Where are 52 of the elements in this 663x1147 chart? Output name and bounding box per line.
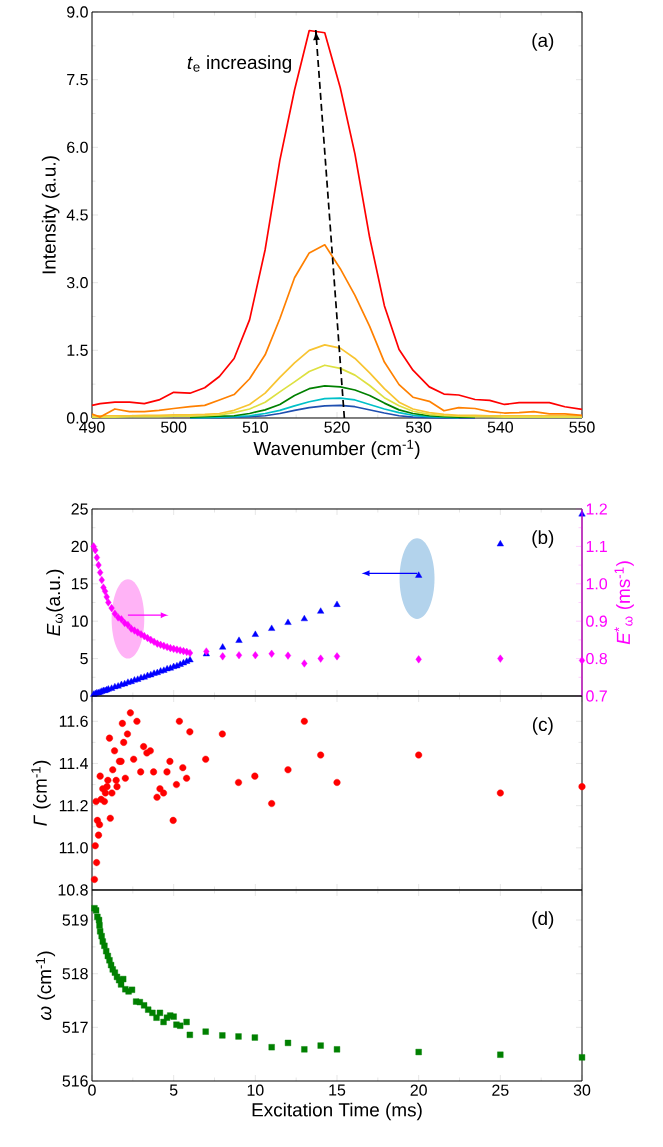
y-tick-label: 11.0 [59, 842, 88, 854]
x-tick-label: 25 [492, 1084, 509, 1096]
y2-tick-label: 0.8 [586, 652, 607, 665]
annotation: (a) [532, 33, 554, 51]
y-tick-label: 9.0 [67, 6, 88, 18]
y-tick-label: 5 [80, 653, 88, 665]
x-axis-title: Wavenumber (cm$^{-1}$) [253, 439, 420, 459]
y-axis-title: Γ (cm$^{-1}$) [31, 760, 51, 826]
y-tick-label: 11.6 [59, 715, 88, 727]
y2-tick-label: 0.9 [586, 615, 607, 627]
y2-tick-label: 1.2 [586, 503, 607, 515]
x-tick-label: 5 [169, 1084, 178, 1096]
annotation: t$_{e}$ increasing [187, 55, 291, 73]
annotation: (b) [532, 530, 554, 548]
y-tick-label: 7.5 [67, 74, 88, 86]
y-axis-title: Intensity (a.u.) [41, 156, 60, 274]
y-tick-label: 10.8 [58, 884, 88, 896]
y-tick-label: 10 [71, 615, 88, 627]
x-tick-label: 0 [88, 1084, 96, 1096]
x-tick-label: 500 [161, 421, 187, 433]
x-tick-label: 530 [406, 421, 432, 433]
y-tick-label: 20 [71, 540, 88, 553]
y-tick-label: 15 [71, 578, 88, 590]
y2-tick-label: 1.1 [586, 540, 607, 552]
x-tick-label: 15 [329, 1084, 346, 1096]
y-tick-label: 6.0 [67, 141, 88, 153]
y-tick-label: 11.2 [59, 800, 88, 812]
y-axis-title: E$_{ω}$(a.u.) [46, 569, 64, 636]
y2-axis-title: E$^{*}$$_{ω}$ (ms$^{-1}$) [614, 561, 634, 645]
x-tick-label: 10 [247, 1084, 264, 1096]
x-tick-label: 550 [569, 421, 595, 433]
y2-tick-label: 1.0 [586, 578, 608, 590]
x-tick-label: 520 [324, 421, 350, 433]
y-axis-title: ω (cm$^{-1}$) [35, 951, 56, 1020]
x-tick-label: 30 [573, 1084, 591, 1096]
x-tick-label: 20 [410, 1084, 427, 1096]
annotation: (c) [532, 717, 553, 735]
x-tick-label: 540 [487, 421, 513, 433]
x-axis-title: Excitation Time (ms) [252, 1102, 422, 1121]
y-tick-label: 11.4 [59, 757, 89, 769]
y-tick-label: 3.0 [66, 277, 88, 289]
y-tick-label: 519 [62, 914, 88, 926]
y-tick-label: 1.5 [67, 344, 88, 356]
y-tick-label: 518 [62, 968, 88, 980]
annotation: (d) [532, 911, 554, 929]
x-tick-label: 510 [242, 421, 268, 433]
y-tick-label: 517 [62, 1021, 88, 1033]
y-tick-label: 4.5 [66, 209, 88, 221]
y-tick-label: 516 [62, 1075, 88, 1087]
y-tick-label: 25 [71, 503, 88, 515]
y-tick-label: 0 [80, 690, 88, 702]
y2-tick-label: 0.7 [586, 690, 607, 702]
